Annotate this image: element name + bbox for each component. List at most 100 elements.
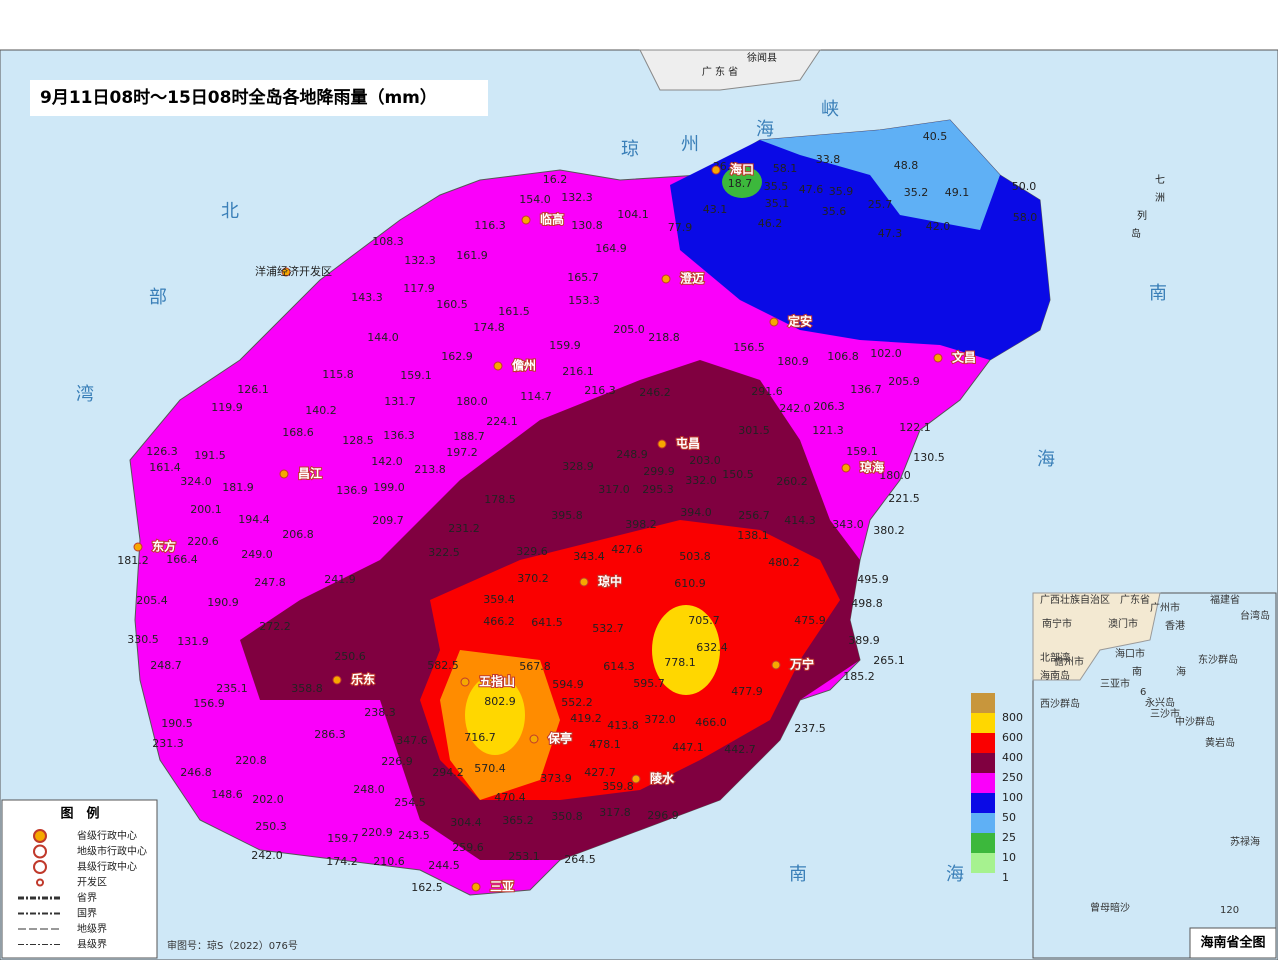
rainfall-value: 206.3 (813, 400, 845, 413)
rainfall-value: 291.6 (751, 385, 783, 398)
scale-swatch (971, 833, 995, 853)
rainfall-value: 46.2 (758, 217, 783, 230)
rainfall-value: 35.6 (822, 205, 847, 218)
rainfall-value: 181.9 (222, 481, 254, 494)
rainfall-value: 159.7 (327, 832, 359, 845)
rainfall-value: 246.8 (180, 766, 212, 779)
rainfall-value: 498.8 (851, 597, 883, 610)
rainfall-value: 131.7 (384, 395, 416, 408)
rainfall-value: 466.2 (483, 615, 515, 628)
place-name: 琼海 (860, 460, 884, 475)
rainfall-value: 221.5 (888, 492, 920, 505)
place-marker (579, 577, 589, 587)
place-name: 儋州 (512, 358, 536, 373)
rainfall-value: 35.9 (829, 185, 854, 198)
sea-label: 部 (149, 287, 167, 308)
rainfall-value: 161.5 (498, 305, 530, 318)
rainfall-value: 246.2 (639, 386, 671, 399)
zone-green (722, 166, 762, 198)
rainfall-value: 398.2 (625, 518, 657, 531)
inset-label: 西沙群岛 (1040, 697, 1080, 710)
rainfall-value: 130.8 (571, 219, 603, 232)
rainfall-value: 180.0 (456, 395, 488, 408)
rainfall-value: 180.9 (777, 355, 809, 368)
inset-title: 海南省全图 (1200, 935, 1265, 951)
place-marker (933, 353, 943, 363)
sea-label: 州 (681, 134, 699, 155)
rainfall-value: 243.5 (398, 829, 430, 842)
rainfall-value: 136.3 (383, 429, 415, 442)
rainfall-value: 128.5 (342, 434, 374, 447)
rainfall-value: 140.2 (305, 404, 337, 417)
scale-swatch (971, 733, 995, 753)
rainfall-value: 249.0 (241, 548, 273, 561)
rainfall-value: 220.9 (361, 826, 393, 839)
rainfall-value: 142.0 (371, 455, 403, 468)
rainfall-value: 427.6 (611, 543, 643, 556)
rainfall-value: 40.5 (923, 130, 948, 143)
zone-yellow (652, 605, 720, 695)
rainfall-value: 156.5 (733, 341, 765, 354)
rainfall-value: 160.5 (436, 298, 468, 311)
place-marker (771, 660, 781, 670)
legend-label: 国界 (77, 908, 97, 920)
scale-label: 400 (1002, 751, 1023, 764)
legend-symbol (33, 844, 47, 859)
inset-label: 澳门市 (1108, 617, 1138, 630)
place-name: 昌江 (298, 466, 322, 481)
rainfall-value: 295.3 (642, 483, 674, 496)
scale-label: 100 (1002, 791, 1023, 804)
rainfall-value: 365.2 (502, 814, 534, 827)
rainfall-value: 226.9 (381, 755, 413, 768)
rainfall-value: 317.8 (599, 806, 631, 819)
inset-label: 台湾岛 (1240, 609, 1270, 622)
scale-label: 10 (1002, 851, 1016, 864)
rainfall-value: 248.9 (616, 448, 648, 461)
inset-label: 香港 (1165, 620, 1185, 632)
rainfall-value: 778.1 (664, 656, 696, 669)
rainfall-value: 199.0 (373, 481, 405, 494)
rainfall-value: 106.8 (827, 350, 859, 363)
sea-label: 列 (1137, 209, 1147, 222)
rainfall-value: 168.6 (282, 426, 314, 439)
rainfall-value: 43.1 (703, 203, 728, 216)
rainfall-value: 380.2 (873, 524, 905, 537)
guangdong-land (639, 49, 821, 91)
rainfall-value: 250.3 (255, 820, 287, 833)
rainfall-value: 358.8 (291, 682, 323, 695)
rainfall-value: 570.4 (474, 762, 506, 775)
rainfall-value: 495.9 (857, 573, 889, 586)
rainfall-value: 188.7 (453, 430, 485, 443)
rainfall-value: 350.8 (551, 810, 583, 823)
rainfall-value: 202.0 (252, 793, 284, 806)
rainfall-value: 254.5 (394, 796, 426, 809)
rainfall-value: 16.2 (543, 173, 568, 186)
place-marker (279, 469, 289, 479)
rainfall-value: 218.8 (648, 331, 680, 344)
rainfall-value: 332.0 (685, 474, 717, 487)
rainfall-value: 427.7 (584, 766, 616, 779)
rainfall-value: 191.5 (194, 449, 226, 462)
place-marker (529, 734, 539, 744)
rainfall-value: 272.2 (259, 620, 291, 633)
rainfall-value: 33.8 (816, 153, 841, 166)
rainfall-value: 200.1 (190, 503, 222, 516)
inset-label: 三亚市 (1100, 677, 1130, 690)
inset-title-box (1189, 927, 1277, 959)
rainfall-value: 480.2 (768, 556, 800, 569)
legend-box (1, 799, 158, 959)
rainfall-value: 296.9 (647, 809, 679, 822)
rainfall-value: 216.1 (562, 365, 594, 378)
rainfall-value: 58.0 (1013, 211, 1038, 224)
rainfall-value: 466.0 (695, 716, 727, 729)
rainfall-value: 394.0 (680, 506, 712, 519)
inset-label: 福建省 (1210, 593, 1240, 606)
place-marker (521, 215, 531, 225)
rainfall-value: 343.0 (832, 518, 864, 531)
sea-label: 海 (946, 864, 964, 885)
scale-swatch (971, 813, 995, 833)
rainfall-value: 250.6 (334, 650, 366, 663)
rainfall-value: 174.2 (326, 855, 358, 868)
rainfall-value: 802.9 (484, 695, 516, 708)
rainfall-value: 185.2 (843, 670, 875, 683)
